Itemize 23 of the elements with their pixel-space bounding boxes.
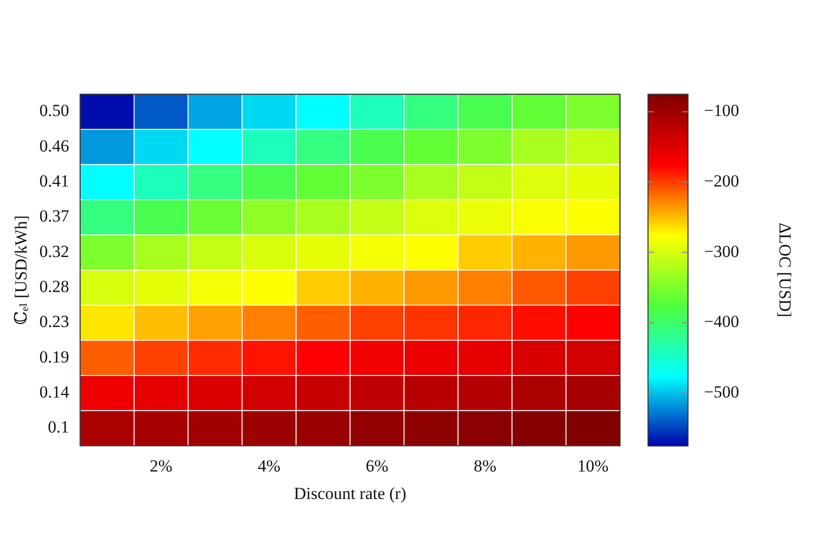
color-bar-title: ΔLOC [USD] <box>775 222 794 318</box>
x-tick-label: 10% <box>577 456 609 476</box>
y-tick-label: 0.28 <box>39 277 70 296</box>
y-tick-label: 0.37 <box>39 206 70 226</box>
x-axis-title: Discount rate (r) <box>294 484 406 503</box>
color-bar-label: −400 <box>704 312 740 332</box>
y-tick-label: 0.41 <box>39 172 70 191</box>
y-tick-label: 0.1 <box>48 418 70 437</box>
y-tick-label: 0.32 <box>39 242 70 261</box>
y-tick-label: 0.23 <box>39 312 70 332</box>
x-tick-label: 4% <box>258 456 280 476</box>
x-tick-label: 6% <box>366 456 388 476</box>
y-tick-label: 0.19 <box>39 347 70 366</box>
color-bar-label: −500 <box>704 382 740 402</box>
y-axis-title: ℂₑₗ [USD/kWh] <box>12 215 31 325</box>
color-bar-label: −300 <box>704 242 740 261</box>
color-bar-label: −100 <box>704 101 740 120</box>
x-tick-label: 8% <box>474 456 496 476</box>
y-tick-label: 0.50 <box>39 101 70 120</box>
y-tick-label: 0.14 <box>39 382 70 402</box>
color-bar-label: −200 <box>704 172 740 191</box>
x-tick-label: 2% <box>150 456 172 476</box>
y-tick-label: 0.46 <box>39 136 70 156</box>
